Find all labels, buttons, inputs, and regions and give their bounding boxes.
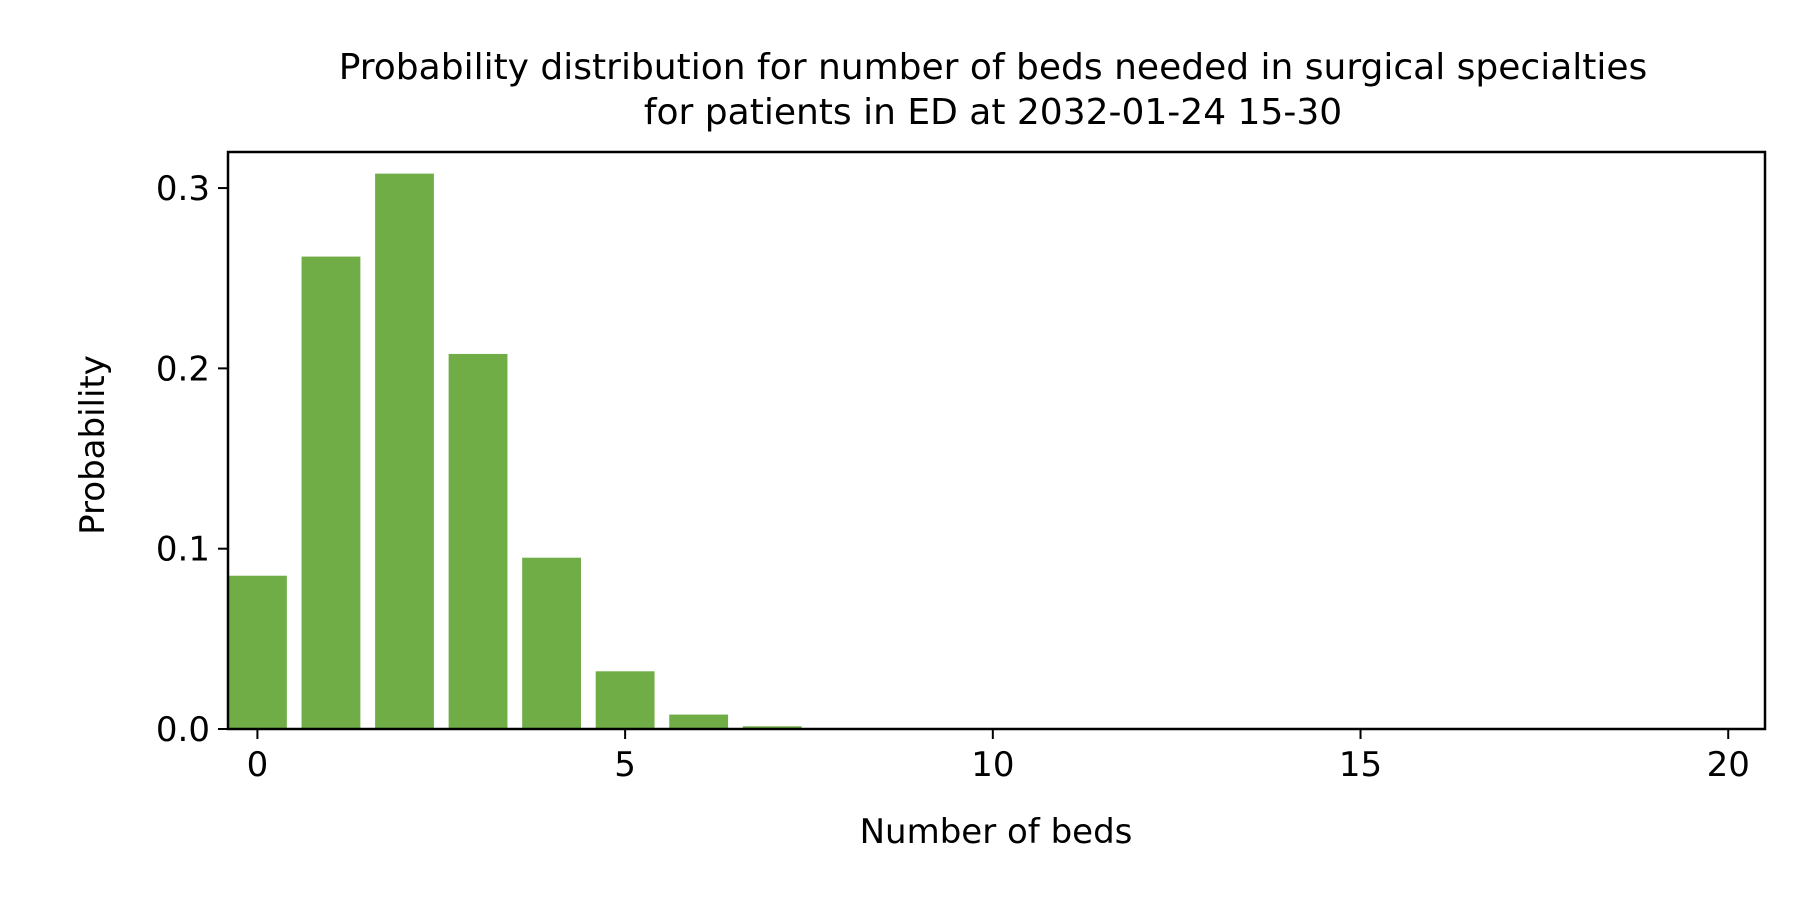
x-tick-label: 20 [1707,745,1750,785]
x-axis-label: Number of beds [860,812,1133,852]
y-tick-label: 0.0 [156,710,210,750]
y-axis-label: Probability [73,355,113,535]
x-tick-label: 10 [971,745,1014,785]
x-tick-label: 5 [614,745,636,785]
chart-title: Probability distribution for number of b… [339,47,1648,88]
bar-4 [522,557,581,729]
bar-1 [301,256,361,729]
y-tick-label: 0.2 [156,349,210,389]
bar-0 [228,575,287,729]
bars-group [228,173,876,730]
chart-subtitle: for patients in ED at 2032-01-24 15-30 [644,92,1342,133]
x-ticks-group: 0 5 10 15 20 [247,729,1750,785]
bar-7 [742,726,802,729]
x-tick-label: 0 [247,745,269,785]
x-tick-label: 15 [1339,745,1382,785]
bar-6 [669,714,729,729]
plot-frame [226,150,1767,731]
y-tick-label: 0.1 [156,530,210,570]
bar-2 [375,173,434,729]
bar-5 [595,671,655,729]
y-ticks-group: 0.0 0.1 0.2 0.3 [156,169,228,750]
y-tick-label: 0.3 [156,169,210,209]
bar-3 [448,353,508,729]
